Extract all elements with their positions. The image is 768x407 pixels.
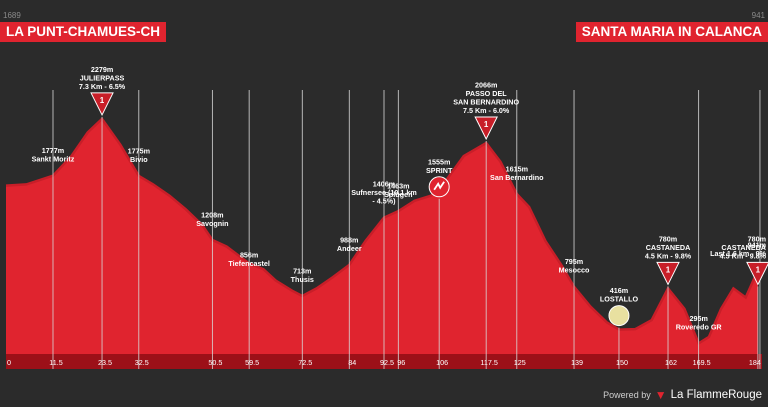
waypoint-name-7-1: - 4.5%) — [372, 197, 396, 206]
km-tick-12: 125 — [514, 358, 526, 367]
waypoint-name-6-0: Andeer — [337, 244, 362, 253]
km-tick-16: 169.5 — [693, 358, 711, 367]
waypoint-altitude-3: 1208m — [201, 211, 223, 220]
waypoint-name-2-0: Bivio — [130, 155, 148, 164]
flamme-rouge-logo-icon: ▼ — [654, 388, 667, 402]
waypoint-name-7-0: Sufnersee (10.1 km — [351, 188, 417, 197]
km-tick-10: 106 — [436, 358, 448, 367]
waypoint-altitude-11: 1615m — [506, 164, 528, 173]
waypoint-name-15-0: Roveredo GR — [676, 322, 723, 331]
start-altitude: 1689 — [3, 11, 21, 20]
waypoint-altitude-9: 1555m — [428, 157, 450, 166]
km-tick-15: 162 — [665, 358, 677, 367]
climb-category-16: 1 — [756, 265, 761, 274]
powered-by-text: Powered by — [603, 390, 651, 400]
km-tick-0: 0 — [7, 358, 11, 367]
waypoint-altitude-10: 2066m — [475, 80, 497, 89]
waypoint-altitude-0: 1777m — [42, 146, 64, 155]
waypoint-altitude-14: 780m — [659, 234, 677, 243]
sprint-arrow-icon — [433, 181, 445, 191]
climb-category-10: 1 — [484, 120, 489, 129]
waypoint-name-8-0: Splügen — [384, 190, 412, 199]
waypoint-name-10-2: 7.5 Km - 6.0% — [463, 106, 510, 115]
waypoint-name-10-1: SAN BERNARDINO — [453, 97, 519, 106]
waypoint-altitude-1: 2279m — [91, 65, 113, 74]
waypoint-name-16-1: 4.5 Km - 9.8% — [720, 251, 767, 260]
climb-category-14: 1 — [666, 265, 671, 274]
waypoint-name-5-0: Thusis — [291, 275, 314, 284]
km-tick-3: 32.5 — [135, 358, 149, 367]
waypoint-altitude-7: 1406m — [373, 180, 395, 189]
waypoint-name-16-0: CASTANEDA — [721, 243, 766, 252]
waypoint-name-1-1: 7.3 Km - 6.5% — [79, 82, 126, 91]
waypoint-name-17-0: Last 1.6 km - 9% — [710, 249, 767, 258]
finish-name: SANTA MARIA IN CALANCA — [575, 22, 768, 42]
climb-marker-icon-16 — [746, 261, 768, 286]
climb-marker-icon-14 — [656, 261, 680, 286]
waypoint-altitude-2: 1775m — [128, 146, 150, 155]
climb-category-1: 1 — [100, 96, 105, 105]
profile-area — [6, 118, 758, 355]
km-tick-6: 72.5 — [298, 358, 312, 367]
waypoint-name-1-0: JULIERPASS — [80, 73, 125, 82]
waypoint-altitude-16: 780m — [748, 234, 766, 243]
km-tick-1: 11.5 — [49, 358, 62, 367]
feed-zone-marker-icon — [608, 305, 630, 327]
km-tick-17: 184 — [749, 358, 761, 367]
waypoint-altitude-5: 713m — [293, 266, 311, 275]
km-tick-2: 23.5 — [98, 358, 112, 367]
km-tick-14: 150 — [616, 358, 628, 367]
waypoint-name-0-0: Sankt Moritz — [32, 155, 75, 164]
waypoint-name-9-0: SPRINT — [426, 166, 453, 175]
finish-altitude: 941 — [752, 11, 766, 20]
climb-marker-icon-10 — [474, 116, 498, 141]
start-name: LA PUNT-CHAMUES-CH — [0, 22, 166, 42]
km-tick-13: 139 — [571, 358, 583, 367]
waypoint-name-14-0: CASTANEDA — [646, 243, 691, 252]
waypoint-name-12-0: Mesocco — [559, 266, 590, 275]
km-tick-7: 84 — [348, 358, 356, 367]
waypoint-altitude-12: 795m — [565, 257, 583, 266]
footer: Powered by ▼ La FlammeRouge — [603, 388, 762, 402]
km-tick-4: 50.5 — [208, 358, 222, 367]
waypoint-name-4-0: Tiefencastel — [228, 259, 269, 268]
waypoint-name-3-0: Savognin — [196, 219, 228, 228]
waypoint-name-13-0: LOSTALLO — [600, 295, 639, 304]
km-tick-8: 92.5 — [380, 358, 394, 367]
waypoint-name-14-1: 4.5 Km - 9.8% — [645, 251, 692, 260]
waypoint-altitude-15: 295m — [689, 314, 707, 323]
km-tick-9: 96 — [397, 358, 405, 367]
waypoint-name-10-0: PASSO DEL — [466, 89, 508, 98]
waypoint-altitude-17: 941m — [748, 241, 766, 250]
waypoint-name-11-0: San Bernardino — [490, 173, 544, 182]
waypoint-altitude-13: 416m — [610, 286, 628, 295]
km-tick-5: 59.5 — [245, 358, 259, 367]
brand-name: La FlammeRouge — [670, 389, 762, 401]
waypoint-altitude-6: 988m — [340, 235, 358, 244]
climb-marker-icon-1 — [90, 92, 114, 117]
waypoint-altitude-4: 856m — [240, 250, 258, 259]
waypoint-altitude-8: 1463m — [387, 182, 409, 191]
km-tick-11: 117.5 — [480, 358, 497, 367]
